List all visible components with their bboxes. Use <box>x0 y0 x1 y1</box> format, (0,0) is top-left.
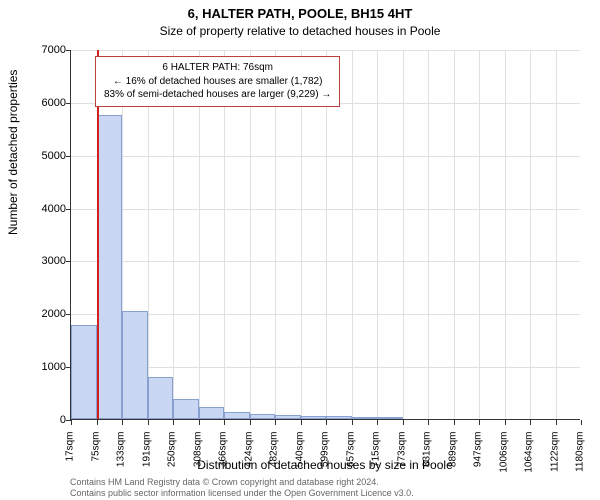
histogram-bar <box>301 416 327 419</box>
gridline-v <box>377 50 378 419</box>
info-box-line-1: 6 HALTER PATH: 76sqm <box>104 61 331 75</box>
gridline-v <box>428 50 429 419</box>
gridline-v <box>530 50 531 419</box>
x-tick-mark <box>556 420 557 425</box>
x-tick-label: 133sqm <box>116 432 127 482</box>
x-tick-label: 657sqm <box>345 432 356 482</box>
x-tick-mark <box>530 420 531 425</box>
histogram-bar <box>122 311 148 419</box>
gridline-v <box>403 50 404 419</box>
histogram-bar <box>97 115 123 419</box>
x-tick-mark <box>173 420 174 425</box>
x-tick-label: 1006sqm <box>498 432 509 482</box>
x-tick-label: 540sqm <box>294 432 305 482</box>
y-tick-label: 1000 <box>16 361 66 373</box>
x-tick-mark <box>428 420 429 425</box>
gridline-v <box>479 50 480 419</box>
x-tick-mark <box>352 420 353 425</box>
histogram-bar <box>199 407 225 419</box>
y-tick-mark <box>66 209 71 210</box>
x-tick-label: 715sqm <box>371 432 382 482</box>
histogram-bar <box>173 399 199 419</box>
page-subtitle: Size of property relative to detached ho… <box>0 24 600 38</box>
y-tick-label: 0 <box>16 414 66 426</box>
x-tick-label: 191sqm <box>141 432 152 482</box>
info-box: 6 HALTER PATH: 76sqm← 16% of detached ho… <box>95 56 340 107</box>
x-tick-label: 599sqm <box>320 432 331 482</box>
x-tick-label: 947sqm <box>473 432 484 482</box>
x-tick-label: 1122sqm <box>549 432 560 482</box>
info-box-line-2: ← 16% of detached houses are smaller (1,… <box>104 75 331 89</box>
y-tick-mark <box>66 103 71 104</box>
x-tick-mark <box>199 420 200 425</box>
x-tick-mark <box>377 420 378 425</box>
footer-text-2: Contains public sector information licen… <box>70 488 414 498</box>
x-tick-mark <box>505 420 506 425</box>
x-tick-mark <box>224 420 225 425</box>
x-tick-mark <box>326 420 327 425</box>
info-box-line-3: 83% of semi-detached houses are larger (… <box>104 88 331 102</box>
x-tick-label: 75sqm <box>90 432 101 482</box>
gridline-v <box>556 50 557 419</box>
y-tick-mark <box>66 261 71 262</box>
x-tick-label: 366sqm <box>218 432 229 482</box>
x-tick-mark <box>71 420 72 425</box>
x-tick-label: 1064sqm <box>524 432 535 482</box>
histogram-bar <box>275 415 301 419</box>
y-tick-mark <box>66 50 71 51</box>
page-title: 6, HALTER PATH, POOLE, BH15 4HT <box>0 6 600 21</box>
x-tick-label: 250sqm <box>167 432 178 482</box>
histogram-bar <box>148 377 174 419</box>
x-tick-label: 482sqm <box>269 432 280 482</box>
histogram-bar <box>71 325 97 419</box>
x-tick-label: 889sqm <box>447 432 458 482</box>
x-tick-label: 1180sqm <box>575 432 586 482</box>
x-tick-label: 831sqm <box>422 432 433 482</box>
x-tick-label: 308sqm <box>192 432 203 482</box>
x-tick-mark <box>148 420 149 425</box>
y-tick-label: 2000 <box>16 308 66 320</box>
x-tick-label: 17sqm <box>65 432 76 482</box>
y-tick-mark <box>66 314 71 315</box>
y-tick-label: 7000 <box>16 44 66 56</box>
histogram-bar <box>377 417 403 419</box>
y-tick-mark <box>66 156 71 157</box>
x-tick-mark <box>581 420 582 425</box>
x-tick-mark <box>479 420 480 425</box>
x-tick-label: 773sqm <box>396 432 407 482</box>
gridline-v <box>352 50 353 419</box>
x-tick-mark <box>250 420 251 425</box>
x-tick-mark <box>454 420 455 425</box>
y-tick-label: 6000 <box>16 97 66 109</box>
gridline-v <box>505 50 506 419</box>
y-tick-label: 3000 <box>16 255 66 267</box>
y-tick-label: 4000 <box>16 203 66 215</box>
x-tick-mark <box>97 420 98 425</box>
y-tick-label: 5000 <box>16 150 66 162</box>
x-tick-mark <box>122 420 123 425</box>
x-tick-label: 424sqm <box>243 432 254 482</box>
histogram-bar <box>352 417 378 419</box>
x-tick-mark <box>301 420 302 425</box>
histogram-bar <box>326 416 352 419</box>
histogram-bar <box>224 412 250 419</box>
x-tick-mark <box>275 420 276 425</box>
gridline-v <box>454 50 455 419</box>
histogram-bar <box>250 414 276 419</box>
x-tick-mark <box>403 420 404 425</box>
